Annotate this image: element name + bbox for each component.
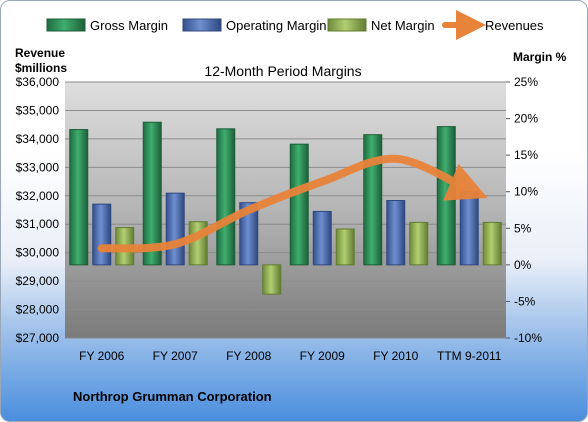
- bar-gross-margin: [289, 143, 309, 266]
- revenue-line-group: [97, 154, 488, 253]
- left-tick-label: $28,000: [16, 303, 60, 317]
- chart-caption: Northrop Grumman Corporation: [73, 389, 272, 404]
- left-axis-title-line1: Revenue: [15, 46, 65, 60]
- right-tick-label: 0%: [514, 258, 532, 272]
- bar-gross-margin: [363, 134, 383, 266]
- category-label: FY 2010: [373, 349, 418, 363]
- category-label: TTM 9-2011: [437, 349, 502, 363]
- bar-operating-margin: [386, 199, 406, 266]
- bar-net-margin: [482, 221, 502, 266]
- category-label: FY 2006: [79, 349, 124, 363]
- right-tick-label: -5%: [514, 294, 536, 308]
- revenue-point: [174, 243, 176, 245]
- category-label: FY 2007: [153, 349, 198, 363]
- legend-item-gross-margin: Gross Margin: [46, 18, 168, 33]
- revenue-point: [321, 181, 323, 183]
- right-tick-label: 25%: [514, 75, 538, 89]
- legend-swatch-net-margin: [327, 18, 367, 32]
- left-tick-label: $32,000: [16, 189, 60, 203]
- revenue-point: [248, 209, 250, 211]
- left-tick-label: $30,000: [16, 246, 60, 260]
- category-label: FY 2008: [226, 349, 271, 363]
- right-tick-label: 20%: [514, 112, 538, 126]
- bar-operating-margin: [239, 202, 259, 266]
- bar-operating-margin: [92, 203, 112, 266]
- plot-area: [65, 82, 506, 338]
- right-axis-title: Margin %: [513, 50, 567, 64]
- left-tick-label: $35,000: [16, 103, 60, 117]
- revenue-line: [97, 154, 488, 253]
- legend-item-revenues: Revenues: [442, 10, 544, 40]
- right-tick-label: 10%: [514, 185, 538, 199]
- bar-gross-margin: [436, 126, 456, 266]
- left-tick-label: $36,000: [16, 75, 60, 89]
- legend-item-net-margin: Net Margin: [327, 18, 435, 33]
- legend-label-net-margin: Net Margin: [371, 18, 435, 33]
- legend-label-revenues: Revenues: [485, 18, 544, 33]
- legend-swatch-operating-margin: [182, 18, 222, 32]
- left-axis-title-line2: $millions: [15, 61, 67, 75]
- category-label: FY 2009: [300, 349, 345, 363]
- category-labels: FY 2006 FY 2007 FY 2008 FY 2009 FY 2010 TTM 9…: [79, 349, 502, 363]
- bar-operating-margin: [312, 210, 332, 266]
- bar-operating-margin: [459, 191, 479, 266]
- revenue-point: [395, 158, 397, 160]
- bar-operating-margin: [165, 192, 185, 266]
- right-tick-label: 15%: [514, 148, 538, 162]
- legend-item-operating-margin: Operating Margin: [182, 18, 326, 33]
- bar-net-margin: [262, 264, 282, 295]
- legend-label-operating-margin: Operating Margin: [226, 18, 326, 33]
- left-tick-label: $27,000: [16, 331, 60, 345]
- legend-label-gross-margin: Gross Margin: [90, 18, 168, 33]
- revenue-point: [101, 247, 103, 249]
- bar-net-margin: [335, 228, 355, 266]
- right-tick-label: -10%: [514, 331, 542, 345]
- legend: Gross Margin Operating Margin Net Margin…: [46, 10, 544, 40]
- bar-gross-margin: [142, 121, 162, 266]
- left-tick-label: $33,000: [16, 160, 60, 174]
- right-axis-ticks: -10% -5% 0% 5% 10% 15% 20% 25%: [506, 75, 542, 345]
- gridlines: [65, 81, 506, 339]
- legend-swatch-gross-margin: [46, 18, 86, 32]
- right-tick-label: 5%: [514, 221, 532, 235]
- left-tick-label: $29,000: [16, 274, 60, 288]
- bar-gross-margin: [216, 128, 236, 266]
- bar-gross-margin: [69, 129, 89, 266]
- left-tick-label: $34,000: [16, 132, 60, 146]
- left-tick-label: $31,000: [16, 217, 60, 231]
- chart-title: 12-Month Period Margins: [204, 63, 361, 79]
- revenue-point: [468, 189, 470, 191]
- left-axis-ticks: $27,000 $28,000 $29,000 $30,000 $31,000 $32,0…: [16, 75, 60, 345]
- bar-net-margin: [409, 221, 429, 266]
